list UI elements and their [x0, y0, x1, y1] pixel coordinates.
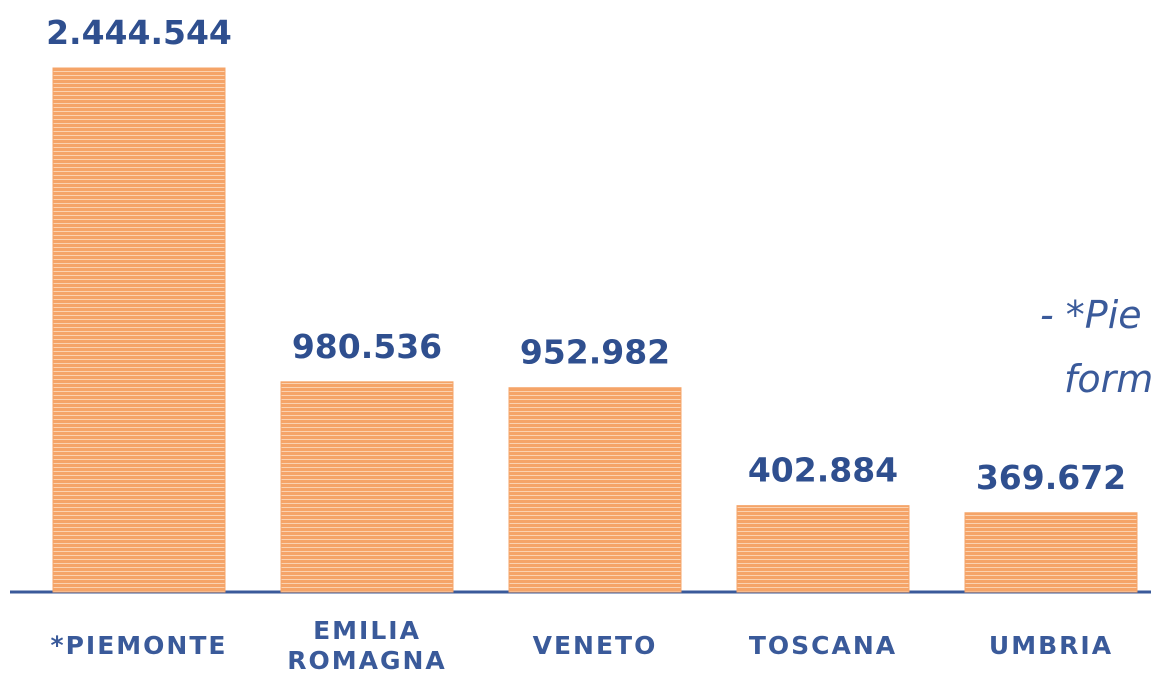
bar [508, 387, 682, 593]
bar [736, 505, 910, 593]
category-label: TOSCANA [748, 631, 898, 660]
value-label: 369.672 [976, 458, 1126, 497]
value-label: 980.536 [292, 327, 442, 366]
annotation: - *Pie [1040, 293, 1142, 337]
bar [52, 67, 226, 593]
category-label: EMILIA ROMAGNA [287, 616, 447, 675]
value-label: 952.982 [520, 333, 670, 372]
category-label: VENETO [532, 631, 658, 660]
value-label: 2.444.544 [46, 13, 232, 52]
category-label: UMBRIA [988, 631, 1114, 660]
bar [280, 381, 454, 593]
annotation: form [1064, 357, 1151, 401]
bar [964, 512, 1138, 593]
category-label: *PIEMONTE [50, 631, 228, 660]
value-label: 402.884 [748, 451, 898, 490]
